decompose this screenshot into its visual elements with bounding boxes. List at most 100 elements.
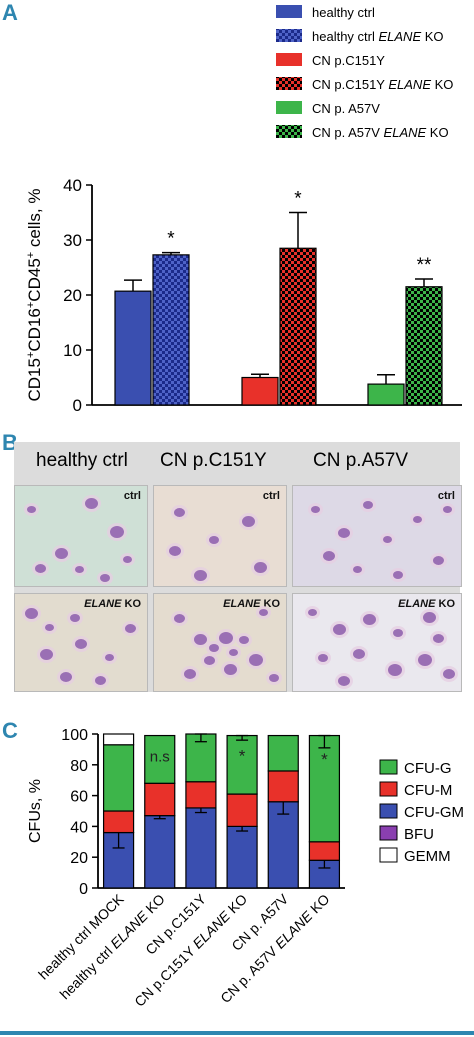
panel-a-chart: healthy ctrl healthy ctrl ELANE KO CN p.C1… <box>25 5 462 415</box>
row-tag-ko: ELANE KO <box>223 598 280 610</box>
cell-nucleus <box>194 634 207 645</box>
cell-nucleus <box>224 664 237 675</box>
bar <box>152 254 190 406</box>
legend-label: CFU-M <box>404 782 452 799</box>
cell-nucleus <box>323 551 335 561</box>
legend-swatch <box>276 77 302 90</box>
cell-nucleus <box>388 664 402 676</box>
bar <box>114 290 152 406</box>
cell-nucleus <box>353 649 365 659</box>
cell-nucleus <box>204 656 215 665</box>
legend-swatch <box>379 759 398 775</box>
cell-nucleus <box>383 536 392 543</box>
legend-label: healthy ctrl <box>312 5 375 20</box>
cell-nucleus <box>27 506 36 513</box>
stacked-segment <box>144 734 176 784</box>
cell-nucleus <box>249 654 263 666</box>
y-tick-label: 40 <box>70 819 88 836</box>
cell-nucleus <box>318 654 328 662</box>
cell-nucleus <box>75 566 84 573</box>
cell-nucleus <box>269 674 279 682</box>
legend-swatch <box>379 825 398 841</box>
micrograph-c151y-ko: ELANE KO <box>153 593 287 692</box>
cell-nucleus <box>45 624 54 631</box>
y-tick-label: 0 <box>79 881 88 898</box>
cell-nucleus <box>75 639 87 649</box>
cell-nucleus <box>95 676 106 685</box>
cell-nucleus <box>311 506 320 513</box>
y-tick-label: 100 <box>61 727 88 744</box>
annotation: * <box>239 747 246 766</box>
stacked-segment <box>102 733 135 746</box>
cell-nucleus <box>393 629 403 637</box>
micrograph-a57v-ko: ELANE KO <box>292 593 462 692</box>
legend-label: healthy ctrl ELANE KO <box>312 29 444 44</box>
stacked-segment <box>308 734 341 843</box>
stacked-segment <box>308 841 341 861</box>
annotation: n.s <box>150 749 170 766</box>
cell-nucleus <box>184 669 196 679</box>
row-tag-ko: ELANE KO <box>84 598 141 610</box>
cell-nucleus <box>433 634 444 643</box>
legend-swatch <box>276 101 302 114</box>
legend-swatch <box>276 125 302 138</box>
cell-nucleus <box>443 506 452 513</box>
significance-mark: * <box>167 229 175 250</box>
micrograph-healthy-ctrl: ctrl <box>14 485 148 587</box>
cell-nucleus <box>353 566 362 573</box>
y-tick-label: 40 <box>63 176 82 195</box>
cell-nucleus <box>125 624 136 633</box>
y-tick-label: 20 <box>70 850 88 867</box>
cell-nucleus <box>363 501 373 509</box>
significance-mark: * <box>294 189 302 210</box>
cell-nucleus <box>174 614 185 623</box>
cell-nucleus <box>174 508 185 517</box>
legend-label: CN p.C151Y ELANE KO <box>312 77 453 92</box>
cell-nucleus <box>110 526 124 538</box>
cell-nucleus <box>209 536 219 544</box>
cell-nucleus <box>229 649 238 656</box>
panel-c-letter: C <box>2 718 18 743</box>
bar <box>241 376 279 406</box>
cell-nucleus <box>254 562 267 573</box>
cell-nucleus <box>209 644 219 652</box>
stacked-segment <box>144 815 176 889</box>
cell-nucleus <box>55 548 68 559</box>
column-header-c151y: CN p.C151Y <box>160 450 267 471</box>
stacked-segment <box>185 807 217 889</box>
y-tick-label: 0 <box>73 396 82 415</box>
cell-nucleus <box>333 624 346 635</box>
cell-nucleus <box>123 556 132 563</box>
panel-c-legend: CFU-G CFU-M CFU-GM BFU GEMM <box>379 759 464 865</box>
legend-label: CN p.C151Y <box>312 53 385 68</box>
row-tag-ctrl: ctrl <box>123 490 141 502</box>
legend-swatch <box>379 781 398 797</box>
bar <box>405 286 443 406</box>
column-header-a57v: CN p.A57V <box>313 450 409 471</box>
cell-nucleus <box>85 498 98 509</box>
legend-swatch <box>276 5 302 18</box>
legend-swatch <box>379 847 398 863</box>
legend-label: CFU-G <box>404 760 452 777</box>
stacked-segment <box>102 744 135 812</box>
annotation: * <box>321 750 328 769</box>
cell-nucleus <box>338 528 350 538</box>
cell-nucleus <box>259 609 268 616</box>
cell-nucleus <box>70 614 80 622</box>
stacked-segment <box>185 781 217 809</box>
y-tick-label: 10 <box>63 341 82 360</box>
row-tag-ctrl: ctrl <box>437 490 455 502</box>
cell-nucleus <box>338 676 350 686</box>
cell-nucleus <box>308 609 317 616</box>
micrograph-healthy-ko: ELANE KO <box>14 593 148 692</box>
micrograph-a57v-ctrl: ctrl <box>292 485 462 587</box>
cell-nucleus <box>413 516 422 523</box>
y-tick-label: 20 <box>63 286 82 305</box>
stacked-segment <box>267 770 299 803</box>
cell-nucleus <box>194 570 207 581</box>
stacked-segment <box>226 734 258 795</box>
legend-label: BFU <box>404 826 434 843</box>
cell-nucleus <box>433 556 444 565</box>
